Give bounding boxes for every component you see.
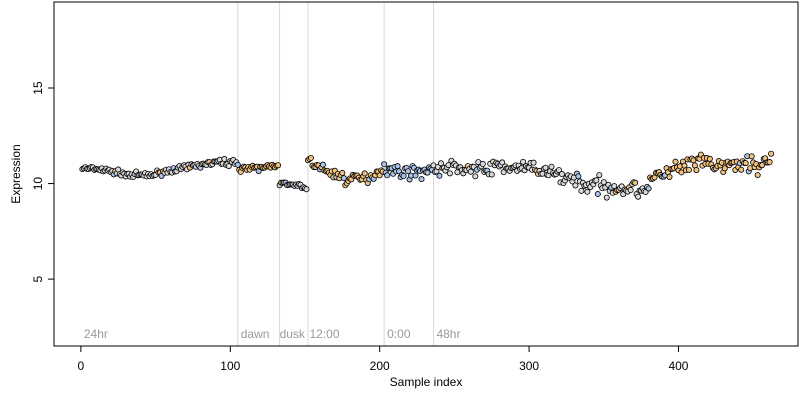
data-point [672, 158, 679, 165]
y-tick-label: 15 [31, 81, 45, 95]
data-point [361, 170, 368, 177]
data-point [768, 150, 775, 157]
x-tick-label: 100 [220, 359, 240, 373]
data-point [596, 172, 603, 179]
data-point [400, 173, 407, 180]
data-point [307, 154, 314, 161]
data-point [472, 173, 479, 180]
data-point [759, 162, 766, 169]
data-point [339, 169, 346, 176]
y-tick-label: 10 [31, 177, 45, 191]
x-tick-label: 300 [519, 359, 539, 373]
data-point [611, 183, 618, 190]
data-point [221, 156, 228, 163]
x-tick-label: 200 [370, 359, 390, 373]
data-point [572, 182, 579, 189]
data-point [558, 171, 565, 178]
data-point [685, 166, 692, 173]
data-point [766, 159, 773, 166]
data-point [706, 155, 713, 162]
annotation-group: 24hr dawn dusk 12:00 0:00 48hr [84, 327, 461, 341]
data-point [319, 161, 326, 168]
data-point [548, 163, 555, 170]
data-point [275, 162, 282, 169]
annotation-label: dawn [241, 327, 270, 341]
data-point [555, 167, 562, 174]
data-point [405, 168, 412, 175]
data-point [381, 161, 388, 168]
data-point [575, 173, 582, 180]
x-tick-label: 400 [668, 359, 688, 373]
data-point [394, 163, 401, 170]
data-point [645, 185, 652, 192]
x-tick-label: 0 [78, 359, 85, 373]
data-point [542, 164, 549, 171]
data-point [446, 170, 453, 177]
data-point [594, 191, 601, 198]
data-point [603, 194, 610, 201]
annotation-label: 12:00 [309, 327, 339, 341]
annotation-label: dusk [280, 327, 306, 341]
data-point [520, 158, 527, 165]
data-point [738, 166, 745, 173]
data-point [424, 169, 431, 176]
data-point [632, 179, 639, 186]
data-points [79, 150, 775, 201]
data-point [742, 160, 749, 167]
annotation-label: 24hr [84, 327, 108, 341]
data-point [436, 172, 443, 179]
data-point [488, 171, 495, 178]
data-point [303, 186, 310, 193]
annotation-label: 0:00 [387, 327, 411, 341]
data-point [530, 159, 537, 166]
data-point [479, 160, 486, 167]
annotation-label: 48hr [436, 327, 460, 341]
y-axis-label: Expression [9, 144, 23, 203]
data-point [666, 173, 673, 180]
data-point [748, 153, 755, 160]
x-axis: 0 100 200 300 400 [78, 345, 689, 373]
data-point [340, 175, 347, 182]
data-point [693, 167, 700, 174]
y-axis: 5 10 15 [31, 81, 55, 282]
data-point [384, 172, 391, 179]
data-point [412, 172, 419, 179]
y-tick-label: 5 [31, 275, 45, 282]
x-axis-label: Sample index [390, 375, 463, 389]
data-point [584, 188, 591, 195]
data-point [635, 193, 642, 200]
data-point [578, 187, 585, 194]
data-point [418, 176, 425, 183]
data-point [593, 177, 600, 184]
data-point [499, 159, 506, 166]
data-point [754, 172, 761, 179]
data-point [600, 179, 607, 186]
data-point [467, 168, 474, 175]
data-point [721, 165, 728, 172]
data-point [627, 187, 634, 194]
